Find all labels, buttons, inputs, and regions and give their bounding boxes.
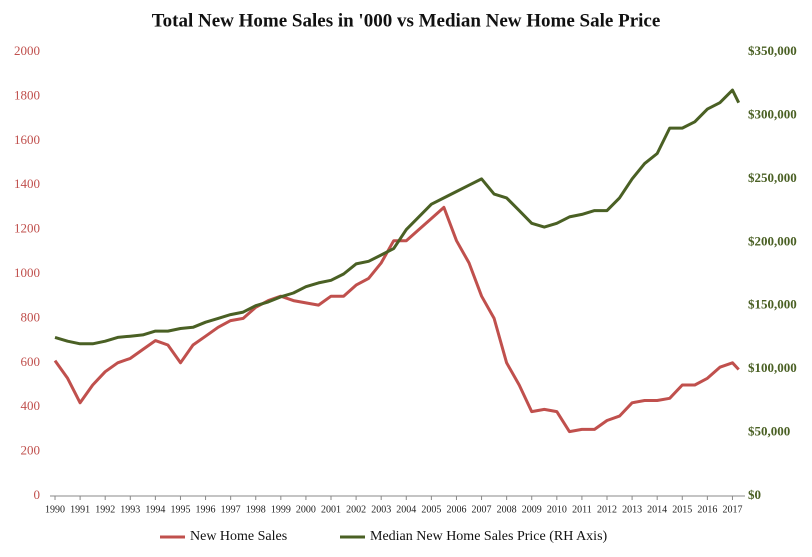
y-tick-label: 2000 [14,43,40,58]
y2-tick-label: $200,000 [748,233,797,248]
x-tick-label: 2011 [572,504,592,515]
y-tick-label: 200 [21,443,41,458]
x-tick-label: 2001 [321,504,341,515]
x-tick-label: 2005 [421,504,441,515]
x-tick-label: 1998 [246,504,266,515]
y-tick-label: 1800 [14,87,40,102]
x-tick-label: 1992 [95,504,115,515]
x-tick-label: 2015 [672,504,692,515]
x-tick-label: 2009 [522,504,542,515]
y2-tick-label: $150,000 [748,297,797,312]
y2-tick-label: $100,000 [748,360,797,375]
x-tick-label: 2014 [647,504,667,515]
x-tick-label: 2008 [497,504,517,515]
x-tick-label: 2017 [722,504,742,515]
x-tick-label: 1993 [120,504,140,515]
y-tick-label: 1400 [14,176,40,191]
x-tick-label: 1995 [170,504,190,515]
x-tick-label: 2006 [446,504,466,515]
y2-tick-label: $350,000 [748,43,797,58]
y-tick-label: 600 [21,354,41,369]
x-tick-label: 2016 [697,504,717,515]
y-tick-label: 800 [21,309,41,324]
x-tick-label: 1994 [145,504,165,515]
x-tick-label: 1991 [70,504,90,515]
series-line [54,88,741,346]
x-tick-label: 2013 [622,504,642,515]
x-tick-label: 2004 [396,504,416,515]
y-tick-label: 0 [34,487,41,502]
x-tick-label: 1990 [45,504,65,515]
chart-title: Total New Home Sales in '000 vs Median N… [152,10,661,31]
x-tick-label: 1999 [271,504,291,515]
y-tick-label: 1000 [14,265,40,280]
y-tick-label: 1200 [14,221,40,236]
x-tick-label: 2000 [296,504,316,515]
x-tick-label: 1997 [221,504,241,515]
x-tick-label: 2010 [547,504,567,515]
y2-tick-label: $0 [748,487,761,502]
legend-label: Median New Home Sales Price (RH Axis) [370,529,608,544]
x-tick-label: 2002 [346,504,366,515]
legend-label: New Home Sales [190,529,287,544]
y-tick-label: 1600 [14,132,40,147]
y-tick-label: 400 [21,398,41,413]
y2-tick-label: $300,000 [748,106,797,121]
x-tick-label: 2012 [597,504,617,515]
y2-tick-label: $250,000 [748,170,797,185]
y2-tick-label: $50,000 [748,424,790,439]
x-tick-label: 1996 [196,504,216,515]
x-tick-label: 2007 [472,504,492,515]
series-line [53,205,740,434]
x-tick-label: 2003 [371,504,391,515]
